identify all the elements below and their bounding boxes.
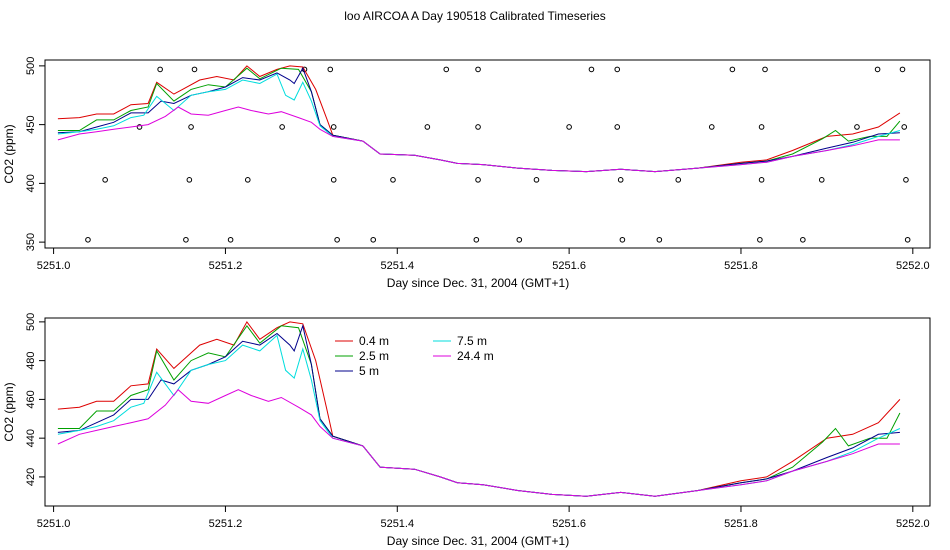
top-x-tick-label-2: 5251.4: [380, 260, 414, 272]
top-marker-33: [675, 177, 682, 183]
legend-label-1: 2.5 m: [359, 349, 389, 363]
top-series-line-24-4-m: [57, 106, 900, 173]
top-marker-14: [330, 124, 337, 130]
bottom-x-tick-label-3: 5251.6: [552, 518, 586, 530]
top-marker-21: [475, 177, 481, 183]
top-axes: 5251.0 5251.2 5251.4 5251.6 5251.8 5252.0 350 4…: [25, 57, 930, 272]
top-y-tick-label-0: 350: [25, 233, 37, 251]
top-marker-7: [191, 66, 198, 73]
top-marker-37: [758, 177, 765, 183]
top-marker-12: [327, 66, 334, 73]
bottom-axes: 5251.0 5251.2 5251.4 5251.6 5251.8 5252.0 420 4…: [25, 313, 930, 530]
bottom-x-tick-label-5: 5252.0: [896, 518, 930, 530]
top-y-axis-label: CO2 (ppm): [2, 124, 16, 183]
top-marker-26: [566, 124, 572, 130]
top-y-tick-label-2: 450: [25, 115, 37, 133]
top-marker-3: [157, 66, 163, 73]
top-scatter-markers: [85, 66, 911, 243]
top-marker-41: [818, 177, 825, 183]
top-marker-22: [475, 124, 481, 130]
top-marker-23: [475, 66, 481, 73]
top-x-tick-label-5: 5252.0: [896, 260, 930, 272]
top-marker-2: [136, 124, 143, 130]
bottom-x-tick-label-2: 5251.4: [380, 518, 414, 530]
top-marker-20: [473, 236, 480, 243]
top-marker-27: [588, 66, 595, 73]
bottom-y-axis-label: CO2 (ppm): [2, 382, 16, 441]
top-y-tick-label-3: 500: [25, 57, 37, 75]
top-x-tick-label-1: 5251.2: [209, 260, 243, 272]
top-marker-32: [656, 236, 663, 243]
top-marker-10: [279, 124, 285, 130]
top-chart-panel: Day since Dec. 31, 2004 (GMT+1) CO2 (ppm…: [2, 57, 931, 290]
top-marker-31: [619, 236, 626, 243]
bottom-y-tick-label-0: 420: [25, 468, 37, 486]
top-marker-36: [757, 236, 763, 243]
top-marker-0: [85, 236, 91, 243]
top-marker-28: [614, 66, 621, 73]
top-marker-39: [762, 66, 768, 73]
figure-title: loo AIRCOA A Day 190518 Calibrated Times…: [344, 9, 605, 23]
bottom-series-line-24-4-m: [57, 388, 900, 497]
top-marker-45: [901, 124, 908, 130]
bottom-series-line-5-m: [57, 323, 900, 497]
bottom-y-tick-label-3: 480: [25, 351, 37, 369]
top-x-tick-label-4: 5251.8: [724, 260, 758, 272]
top-marker-8: [227, 236, 234, 243]
top-marker-25: [533, 177, 540, 183]
top-x-axis-label: Day since Dec. 31, 2004 (GMT+1): [387, 276, 569, 290]
top-marker-9: [244, 177, 251, 183]
top-series-lines: [57, 65, 901, 173]
legend-label-2: 5 m: [359, 364, 379, 378]
top-marker-38: [758, 124, 765, 130]
legend-label-0: 0.4 m: [359, 334, 389, 348]
bottom-plot-frame: [44, 317, 931, 507]
top-series-line-5-m: [57, 67, 900, 173]
bottom-y-tick-label-4: 500: [25, 313, 37, 331]
bottom-x-tick-label-1: 5251.2: [209, 518, 243, 530]
bottom-y-tick-label-1: 440: [25, 429, 37, 447]
top-marker-40: [800, 236, 806, 243]
top-marker-42: [854, 124, 860, 130]
top-marker-1: [102, 177, 108, 183]
top-marker-47: [904, 236, 911, 243]
top-marker-6: [188, 124, 194, 130]
top-marker-24: [516, 236, 523, 243]
top-marker-44: [899, 66, 906, 73]
bottom-series-lines: [57, 320, 901, 497]
top-marker-30: [614, 124, 621, 130]
bottom-x-tick-label-0: 5251.0: [37, 518, 71, 530]
top-marker-15: [334, 236, 340, 243]
top-y-tick-label-1: 400: [25, 174, 37, 192]
top-marker-16: [370, 236, 377, 243]
top-marker-19: [443, 66, 450, 73]
top-marker-18: [424, 124, 431, 130]
legend-label-3: 7.5 m: [457, 334, 487, 348]
bottom-x-tick-label-4: 5251.8: [724, 518, 758, 530]
top-x-tick-label-0: 5251.0: [37, 260, 71, 272]
top-marker-43: [874, 66, 881, 73]
bottom-x-axis-label: Day since Dec. 31, 2004 (GMT+1): [387, 534, 569, 548]
top-marker-35: [729, 66, 736, 73]
top-marker-34: [708, 124, 715, 130]
top-marker-46: [903, 177, 909, 183]
bottom-chart-panel: Day since Dec. 31, 2004 (GMT+1) CO2 (ppm…: [2, 313, 931, 548]
top-series-line-2-5-m: [57, 67, 901, 173]
top-marker-17: [390, 177, 396, 183]
top-marker-4: [183, 236, 189, 243]
top-plot-frame: [44, 59, 931, 249]
top-marker-13: [330, 177, 337, 183]
top-x-tick-label-3: 5251.6: [552, 260, 586, 272]
legend-label-4: 24.4 m: [457, 349, 494, 363]
top-marker-29: [617, 177, 624, 183]
top-series-line-0-4-m: [57, 65, 901, 173]
legend: 0.4 m2.5 m5 m 7.5 m24.4 m: [335, 334, 494, 378]
top-marker-5: [186, 177, 193, 183]
bottom-y-tick-label-2: 460: [25, 390, 37, 408]
